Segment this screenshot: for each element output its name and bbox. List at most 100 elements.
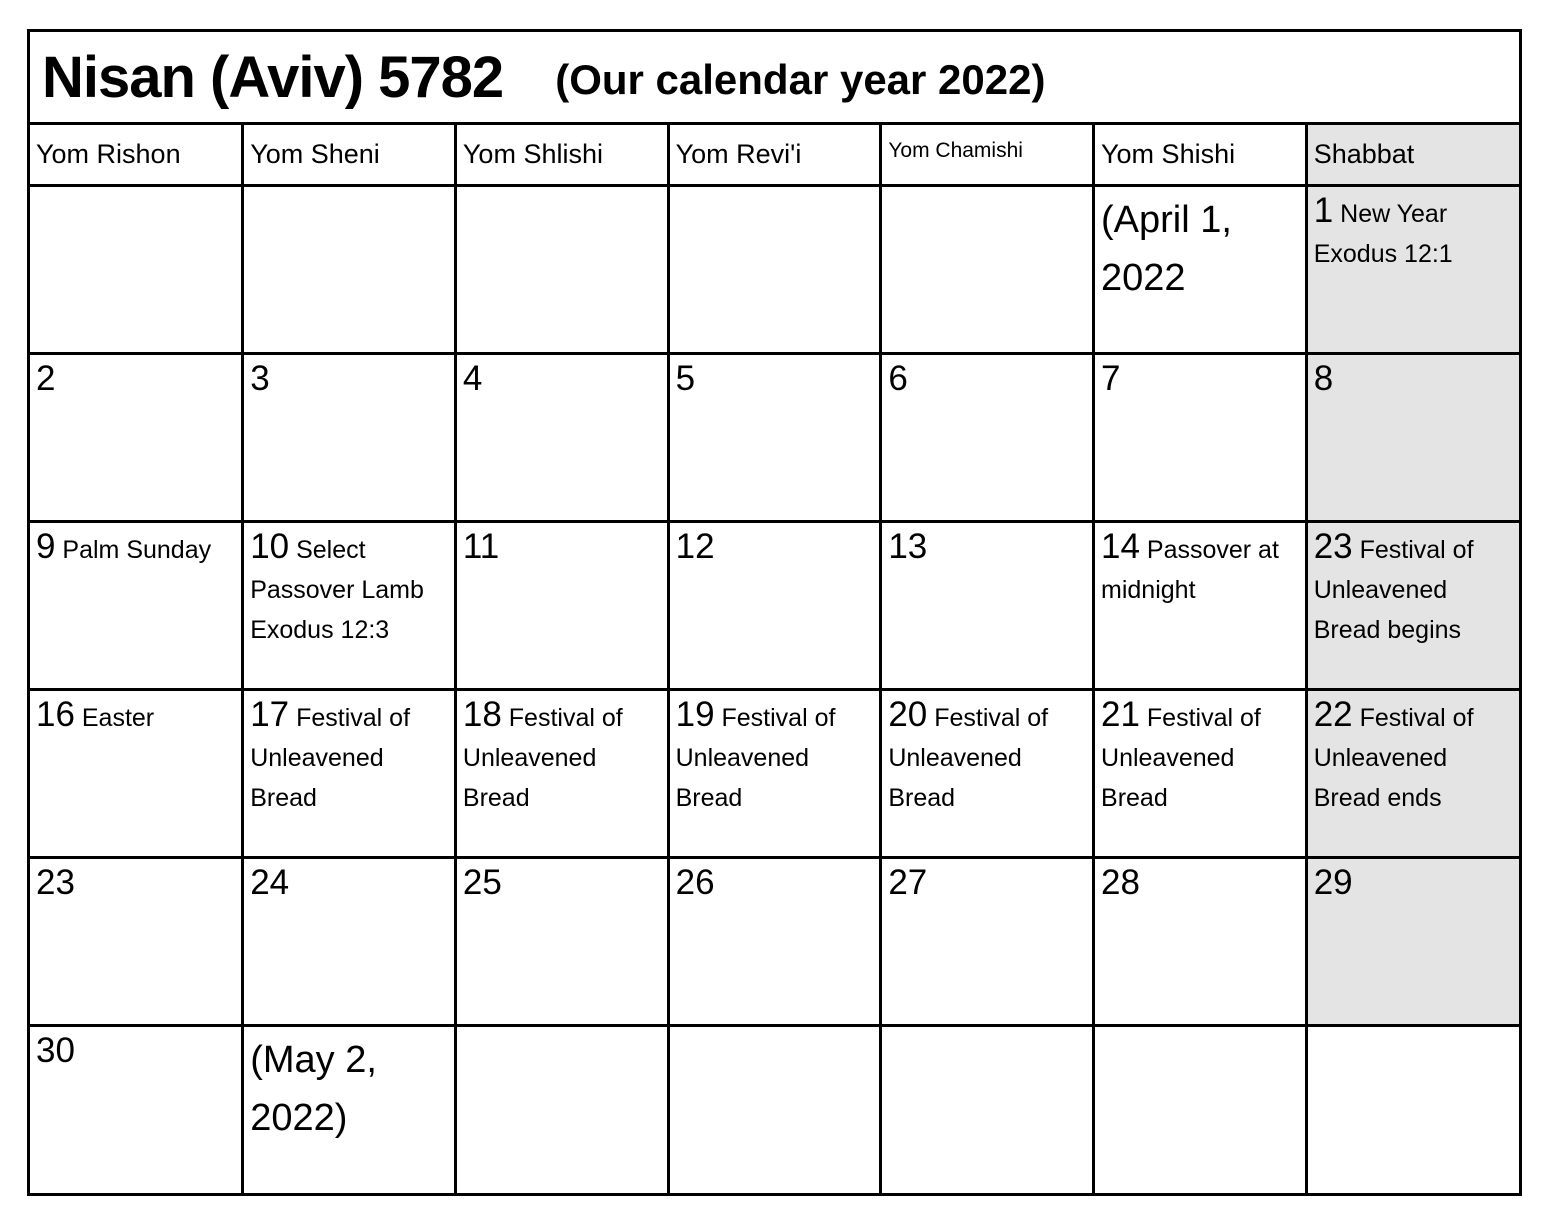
day-event-note: Festival of Unleavened Bread begins: [1313, 535, 1474, 644]
day-cell: 18 Festival of Unleavened Bread: [453, 687, 670, 859]
day-number: 1: [1313, 190, 1334, 230]
day-number: 17: [250, 694, 290, 734]
weekday-header: Yom Rishon: [30, 125, 245, 187]
day-cell: 3: [241, 351, 457, 523]
day-cell: [241, 183, 457, 355]
calendar-title: Nisan (Aviv) 5782 (Our calendar year 202…: [30, 32, 1519, 125]
day-cell: 1 New Year Exodus 12:1: [1304, 183, 1519, 355]
calendar-grid: Yom Rishon Yom Sheni Yom Shlishi Yom Revi'i…: [30, 125, 1519, 1193]
day-number: 19: [675, 694, 715, 734]
day-cell: 17 Festival of Unleavened Bread: [241, 687, 457, 859]
day-cell: 29: [1304, 855, 1519, 1027]
weekday-header: Yom Shishi: [1092, 125, 1308, 187]
weekday-header: Yom Shlishi: [453, 125, 670, 187]
day-cell: 28: [1092, 855, 1308, 1027]
day-event-note: New Year Exodus 12:1: [1313, 199, 1453, 268]
day-cell: 16 Easter: [30, 687, 245, 859]
year-subtitle: (Our calendar year 2022): [555, 56, 1046, 103]
week-row: (April 1, 2022 1 New Year Exodus 12:1: [30, 183, 1519, 355]
week-row: 9 Palm Sunday 10 Select Passover Lamb Exo…: [30, 519, 1519, 691]
day-event-note: Festival of Unleavened Bread: [462, 703, 623, 812]
gregorian-date-note: (May 2, 2022): [250, 1038, 377, 1139]
weekday-header: Yom Chamishi: [879, 125, 1096, 187]
day-number: 3: [250, 358, 270, 398]
day-cell: 7: [1092, 351, 1308, 523]
day-cell: 8: [1304, 351, 1519, 523]
day-cell: 9 Palm Sunday: [30, 519, 245, 691]
day-cell: 20 Festival of Unleavened Bread: [879, 687, 1096, 859]
day-cell: 26: [666, 855, 883, 1027]
weekday-header: Yom Revi'i: [666, 125, 883, 187]
day-number: 10: [250, 526, 290, 566]
day-cell: [879, 1023, 1096, 1193]
day-cell: 22 Festival of Unleavened Bread ends: [1304, 687, 1519, 859]
day-number: 8: [1313, 358, 1334, 398]
day-number: 29: [1313, 862, 1353, 902]
day-event-note: Festival of Unleavened Bread: [250, 703, 411, 812]
day-number: 30: [36, 1030, 75, 1070]
day-number: 23: [1313, 526, 1353, 566]
calendar: Nisan (Aviv) 5782 (Our calendar year 202…: [27, 29, 1522, 1196]
day-number: 18: [462, 694, 502, 734]
day-cell: 24: [241, 855, 457, 1027]
day-number: 21: [1101, 694, 1140, 734]
day-cell: (April 1, 2022: [1092, 183, 1308, 355]
day-cell: 5: [666, 351, 883, 523]
day-cell: 23 Festival of Unleavened Bread begins: [1304, 519, 1519, 691]
day-number: 4: [462, 358, 483, 398]
day-number: 5: [675, 358, 696, 398]
day-cell: 25: [453, 855, 670, 1027]
day-number: 16: [36, 694, 75, 734]
day-event-note: Festival of Unleavened Bread: [675, 703, 836, 812]
weekday-header: Yom Sheni: [241, 125, 457, 187]
week-row: 30 (May 2, 2022): [30, 1023, 1519, 1193]
day-number: 22: [1313, 694, 1353, 734]
day-number: 26: [675, 862, 715, 902]
day-cell: [1092, 1023, 1308, 1193]
day-number: 20: [888, 694, 928, 734]
day-cell: 12: [666, 519, 883, 691]
day-event-note: Festival of Unleavened Bread: [888, 703, 1049, 812]
day-number: 23: [36, 862, 75, 902]
day-number: 28: [1101, 862, 1140, 902]
day-number: 12: [675, 526, 715, 566]
day-number: 14: [1101, 526, 1140, 566]
week-row: 2 3 4 5 6 7 8: [30, 351, 1519, 523]
day-cell: 21 Festival of Unleavened Bread: [1092, 687, 1308, 859]
day-cell: 30: [30, 1023, 245, 1193]
day-cell: [453, 1023, 670, 1193]
month-title: Nisan (Aviv) 5782: [42, 44, 504, 110]
day-cell: 4: [453, 351, 670, 523]
day-cell: 13: [879, 519, 1096, 691]
day-cell: 11: [453, 519, 670, 691]
day-cell: [1304, 1023, 1519, 1193]
day-cell: (May 2, 2022): [241, 1023, 457, 1193]
day-number: 13: [888, 526, 928, 566]
day-number: 6: [888, 358, 908, 398]
day-event-note: Festival of Unleavened Bread: [1101, 703, 1261, 812]
day-cell: 19 Festival of Unleavened Bread: [666, 687, 883, 859]
day-number: 2: [36, 358, 56, 398]
day-cell: [453, 183, 670, 355]
day-cell: [666, 1023, 883, 1193]
day-cell: [879, 183, 1096, 355]
day-event-note: Easter: [74, 703, 155, 732]
day-cell: 2: [30, 351, 245, 523]
day-cell: 6: [879, 351, 1096, 523]
day-number: 9: [36, 526, 56, 566]
day-number: 11: [462, 526, 500, 566]
weekday-header-row: Yom Rishon Yom Sheni Yom Shlishi Yom Revi'i…: [30, 125, 1519, 187]
day-cell: 14 Passover at midnight: [1092, 519, 1308, 691]
day-event-note: Palm Sunday: [55, 535, 212, 564]
day-number: 24: [250, 862, 290, 902]
day-cell: 27: [879, 855, 1096, 1027]
weekday-header: Shabbat: [1304, 125, 1519, 187]
week-row: 23 24 25 26 27 28 29: [30, 855, 1519, 1027]
day-event-note: Festival of Unleavened Bread ends: [1313, 703, 1474, 812]
day-event-note: Passover at midnight: [1101, 535, 1279, 604]
day-cell: [666, 183, 883, 355]
week-row: 16 Easter 17 Festival of Unleavened Bread…: [30, 687, 1519, 859]
day-cell: 10 Select Passover Lamb Exodus 12:3: [241, 519, 457, 691]
day-number: 7: [1101, 358, 1121, 398]
day-number: 25: [462, 862, 502, 902]
